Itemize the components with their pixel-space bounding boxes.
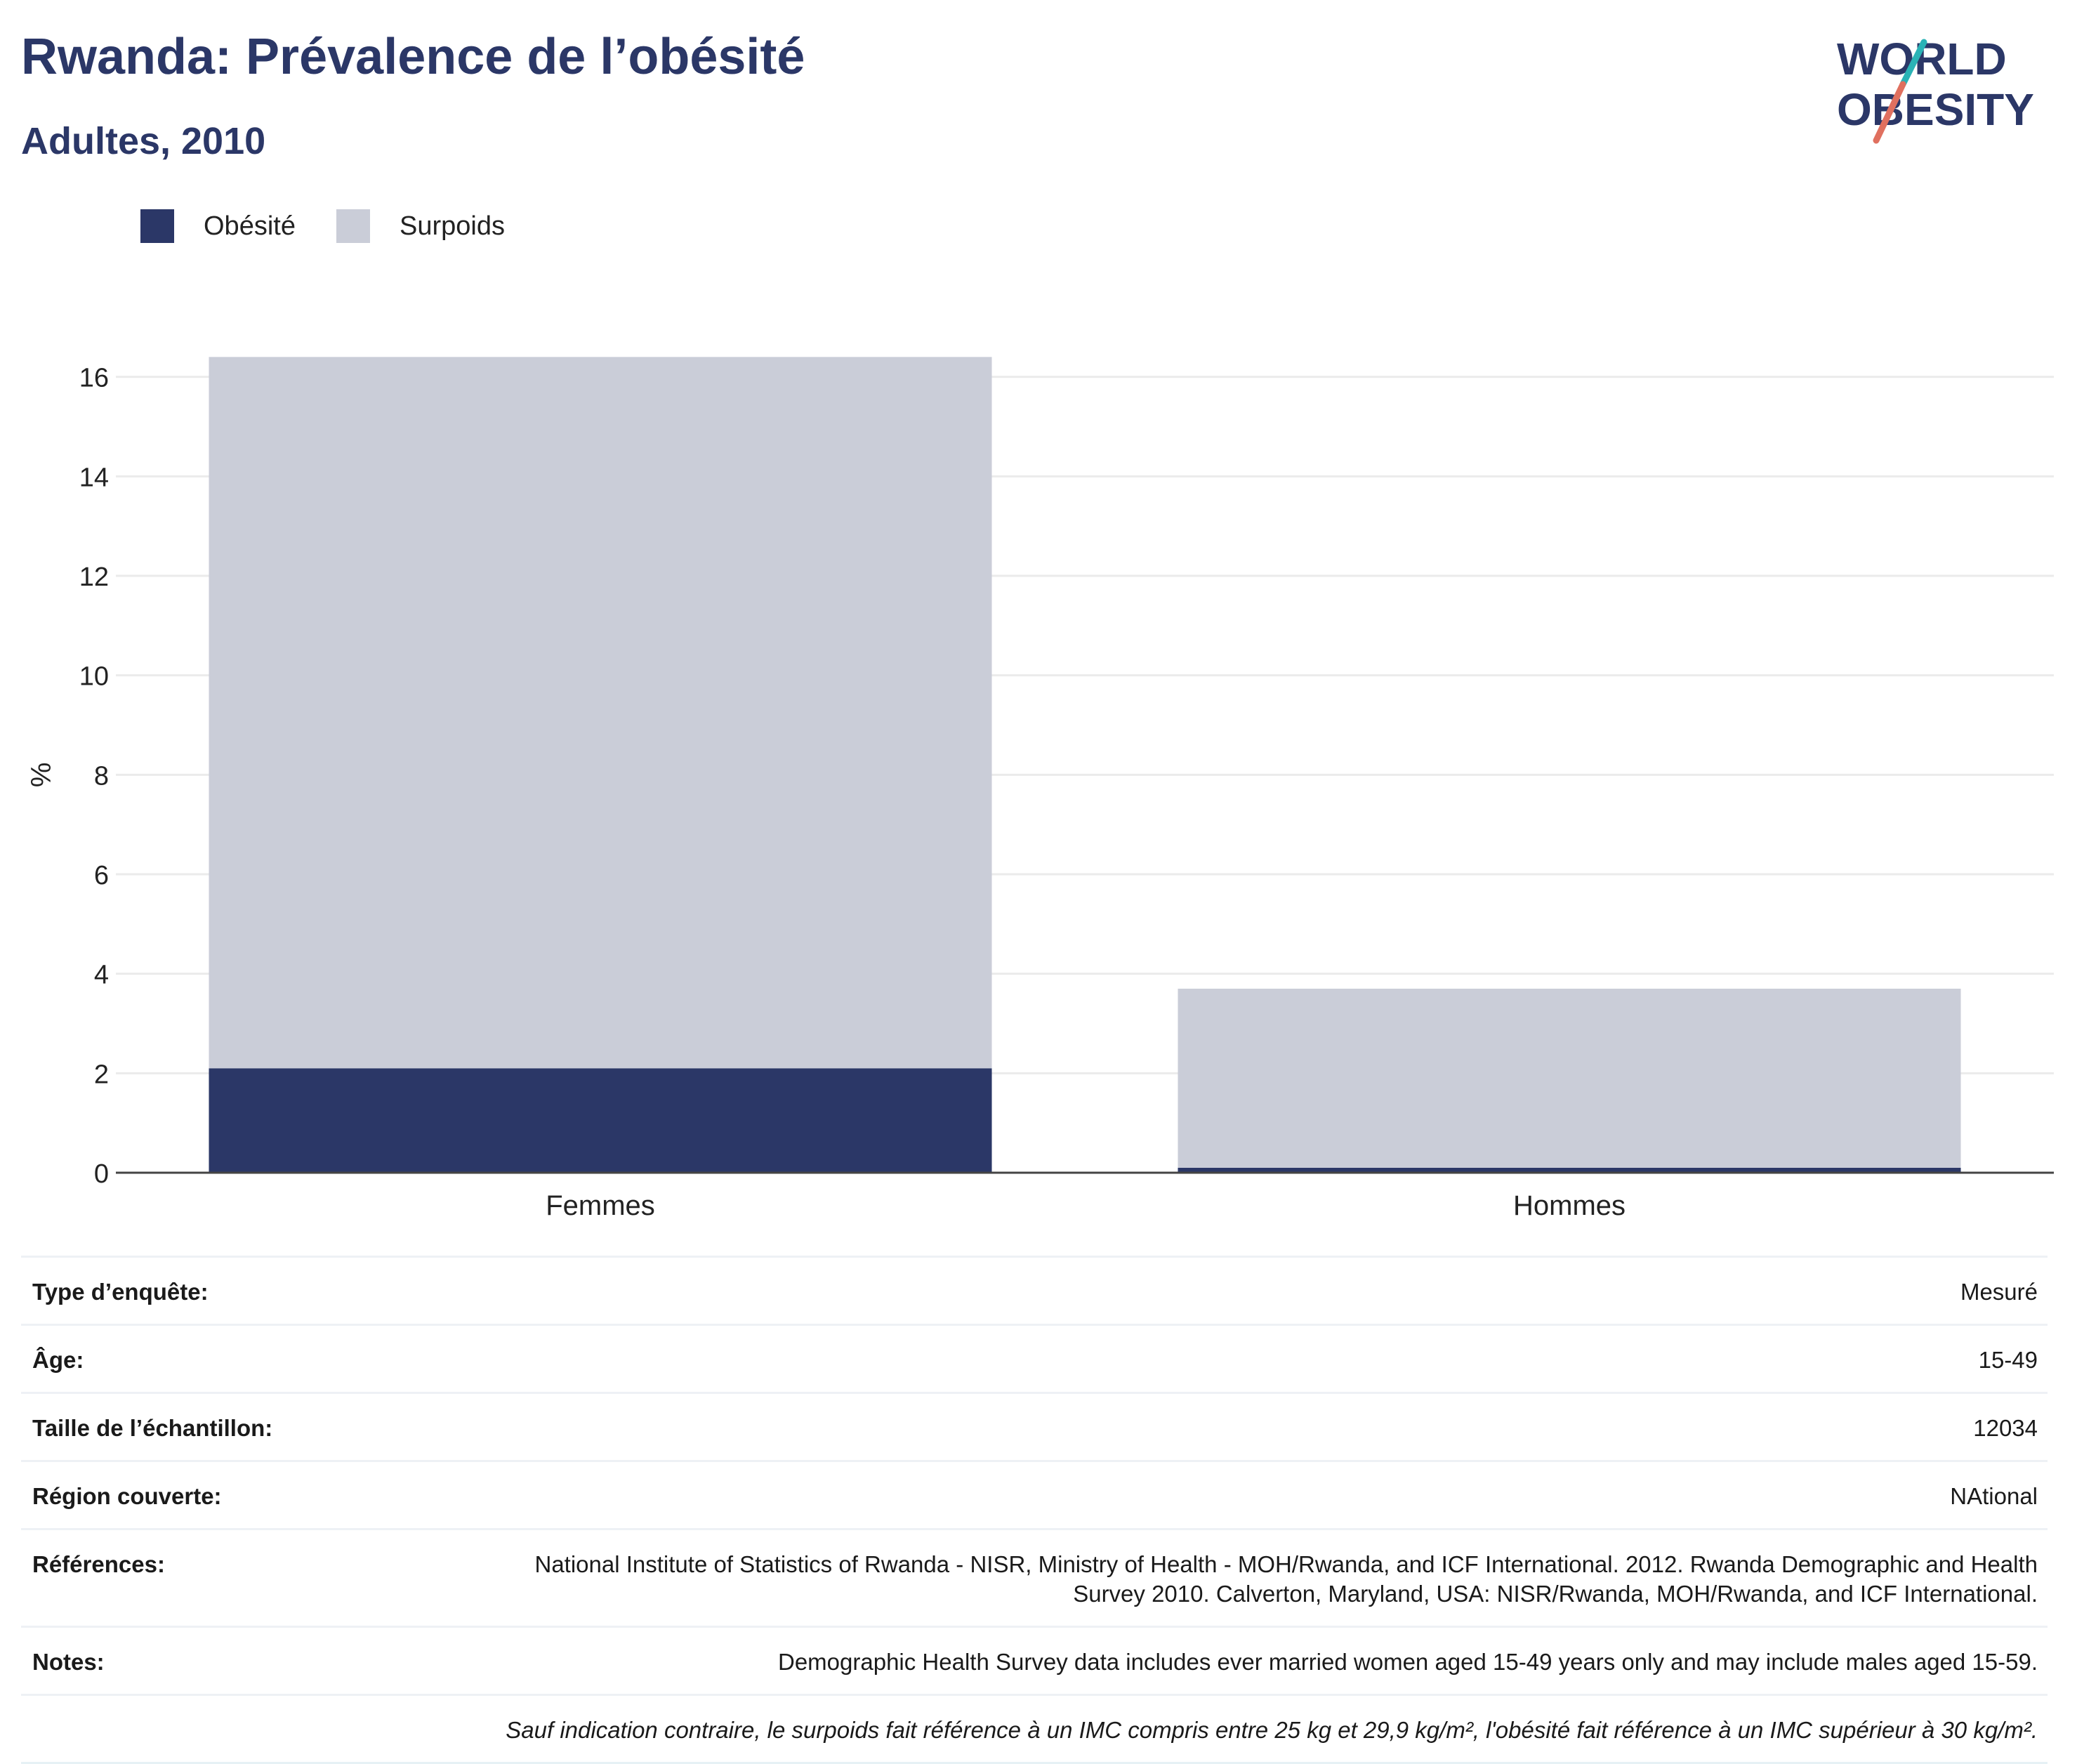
info-label: Notes: (32, 1649, 105, 1675)
legend-item-obesite: Obésité (140, 209, 296, 243)
x-tick-label: Hommes (1513, 1190, 1626, 1221)
footnote-text: Sauf indication contraire, le surpoids f… (506, 1717, 2038, 1743)
info-value: Mesuré (1960, 1279, 2038, 1305)
bar-obsit-femmes (209, 1068, 992, 1173)
info-row-footnote: Sauf indication contraire, le surpoids f… (21, 1694, 2048, 1764)
info-value: NAtional (1950, 1483, 2038, 1509)
chart-subtitle: Adultes, 2010 (21, 120, 266, 162)
bar-surpoids-femmes (209, 357, 992, 1069)
info-row-survey-type: Type d’enquête: Mesuré (21, 1256, 2048, 1324)
info-label: Âge: (32, 1347, 84, 1373)
info-row-age: Âge: 15-49 (21, 1324, 2048, 1392)
info-value: Demographic Health Survey data includes … (778, 1649, 2038, 1675)
info-value: 15-49 (1978, 1347, 2038, 1373)
y-tick-label: 8 (94, 761, 109, 791)
y-tick-label: 6 (94, 861, 109, 890)
world-obesity-logo: WORLD OBESITY (1837, 34, 2034, 144)
y-tick-label: 12 (79, 562, 109, 592)
legend-label-surpoids: Surpoids (399, 211, 505, 241)
x-tick-label: Femmes (546, 1190, 655, 1221)
stacked-bar-chart: 0 2 4 6 8 10 12 14 16% Femmes Hommes (26, 357, 2054, 1221)
info-row-references: Références: National Institute of Statis… (21, 1528, 2048, 1626)
chart-legend: Obésité Surpoids (140, 209, 546, 243)
legend-label-obesite: Obésité (204, 211, 296, 241)
info-row-sample-size: Taille de l’échantillon: 12034 (21, 1392, 2048, 1460)
logo-text-obesity: OBESITY (1837, 84, 2034, 135)
survey-info-table: Type d’enquête: Mesuré Âge: 15-49 Taille… (21, 1256, 2048, 1764)
info-row-region: Région couverte: NAtional (21, 1460, 2048, 1528)
info-label: Taille de l’échantillon: (32, 1415, 273, 1441)
bar-surpoids-hommes (1178, 988, 1961, 1168)
info-row-notes: Notes: Demographic Health Survey data in… (21, 1626, 2048, 1694)
bar-obsit-hommes (1178, 1167, 1961, 1173)
legend-swatch-surpoids (336, 209, 370, 243)
y-tick-label: 2 (94, 1060, 109, 1089)
chart-title: Rwanda: Prévalence de l’obésité (21, 29, 805, 85)
y-tick-label: 4 (94, 961, 109, 990)
info-label: Type d’enquête: (32, 1279, 209, 1305)
info-label: Région couverte: (32, 1483, 222, 1509)
legend-swatch-obesite (140, 209, 174, 243)
y-tick-label: 10 (79, 662, 109, 692)
y-tick-label: 0 (94, 1159, 109, 1189)
info-value: National Institute of Statistics of Rwan… (534, 1551, 2038, 1607)
y-tick-label: 14 (79, 463, 109, 492)
y-tick-label: 16 (79, 364, 109, 393)
info-label: Références: (32, 1551, 165, 1577)
info-value: 12034 (1973, 1415, 2038, 1441)
y-axis-label: % (26, 763, 57, 788)
legend-item-surpoids: Surpoids (336, 209, 505, 243)
